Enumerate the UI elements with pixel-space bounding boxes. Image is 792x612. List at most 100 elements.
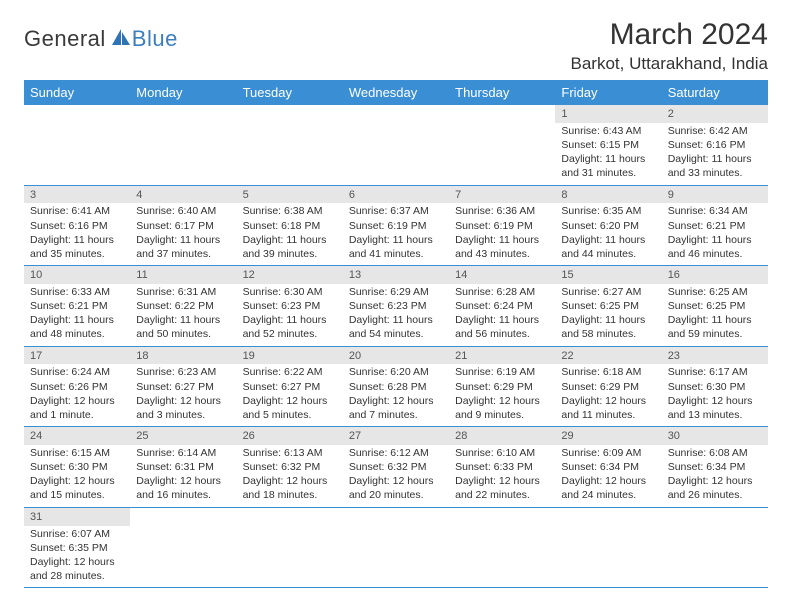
sunrise: Sunrise: 6:20 AM	[349, 365, 443, 379]
daylight-line2: and 37 minutes.	[136, 247, 230, 261]
sunset: Sunset: 6:30 PM	[668, 380, 762, 394]
sunrise: Sunrise: 6:13 AM	[243, 446, 337, 460]
daylight-line2: and 22 minutes.	[455, 488, 549, 502]
day-number: 13	[343, 266, 449, 284]
sunset: Sunset: 6:27 PM	[243, 380, 337, 394]
day-number: 30	[662, 427, 768, 445]
sunset: Sunset: 6:32 PM	[349, 460, 443, 474]
logo-word1: General	[24, 26, 106, 52]
day-number: 28	[449, 427, 555, 445]
calendar-table: Sunday Monday Tuesday Wednesday Thursday…	[24, 80, 768, 588]
day-detail: Sunrise: 6:31 AMSunset: 6:22 PMDaylight:…	[130, 284, 236, 346]
daylight-line2: and 9 minutes.	[455, 408, 549, 422]
day-detail	[343, 123, 449, 185]
sunrise: Sunrise: 6:25 AM	[668, 285, 762, 299]
sunrise: Sunrise: 6:40 AM	[136, 204, 230, 218]
day-number: 17	[24, 346, 130, 364]
daylight-line1: Daylight: 11 hours	[349, 233, 443, 247]
title-block: March 2024 Barkot, Uttarakhand, India	[570, 18, 768, 74]
day-detail	[24, 123, 130, 185]
sunrise: Sunrise: 6:37 AM	[349, 204, 443, 218]
dayname: Wednesday	[343, 80, 449, 105]
daylight-line1: Daylight: 12 hours	[30, 555, 124, 569]
header: General Blue March 2024 Barkot, Uttarakh…	[24, 18, 768, 74]
day-detail: Sunrise: 6:07 AMSunset: 6:35 PMDaylight:…	[24, 526, 130, 588]
day-number: 3	[24, 185, 130, 203]
day-number: 10	[24, 266, 130, 284]
day-detail	[449, 123, 555, 185]
sunset: Sunset: 6:27 PM	[136, 380, 230, 394]
day-detail: Sunrise: 6:43 AMSunset: 6:15 PMDaylight:…	[555, 123, 661, 185]
daylight-line2: and 46 minutes.	[668, 247, 762, 261]
day-number	[449, 507, 555, 525]
daylight-line2: and 41 minutes.	[349, 247, 443, 261]
sunrise: Sunrise: 6:15 AM	[30, 446, 124, 460]
sunset: Sunset: 6:16 PM	[668, 138, 762, 152]
daylight-line1: Daylight: 12 hours	[30, 394, 124, 408]
day-detail: Sunrise: 6:17 AMSunset: 6:30 PMDaylight:…	[662, 364, 768, 426]
daylight-line2: and 16 minutes.	[136, 488, 230, 502]
day-number	[449, 105, 555, 123]
daylight-line1: Daylight: 12 hours	[136, 474, 230, 488]
day-number: 7	[449, 185, 555, 203]
day-number: 15	[555, 266, 661, 284]
sunrise: Sunrise: 6:28 AM	[455, 285, 549, 299]
sunset: Sunset: 6:21 PM	[668, 219, 762, 233]
day-detail: Sunrise: 6:15 AMSunset: 6:30 PMDaylight:…	[24, 445, 130, 507]
sunset: Sunset: 6:23 PM	[349, 299, 443, 313]
day-number	[555, 507, 661, 525]
day-detail: Sunrise: 6:20 AMSunset: 6:28 PMDaylight:…	[343, 364, 449, 426]
sunset: Sunset: 6:34 PM	[668, 460, 762, 474]
day-number: 20	[343, 346, 449, 364]
logo: General Blue	[24, 18, 178, 52]
daylight-line1: Daylight: 11 hours	[30, 233, 124, 247]
sunset: Sunset: 6:19 PM	[455, 219, 549, 233]
daylight-line2: and 13 minutes.	[668, 408, 762, 422]
daylight-line1: Daylight: 12 hours	[243, 394, 337, 408]
day-detail: Sunrise: 6:27 AMSunset: 6:25 PMDaylight:…	[555, 284, 661, 346]
day-detail: Sunrise: 6:30 AMSunset: 6:23 PMDaylight:…	[237, 284, 343, 346]
day-detail: Sunrise: 6:41 AMSunset: 6:16 PMDaylight:…	[24, 203, 130, 265]
location: Barkot, Uttarakhand, India	[570, 54, 768, 74]
daylight-line2: and 50 minutes.	[136, 327, 230, 341]
calendar-page: General Blue March 2024 Barkot, Uttarakh…	[0, 0, 792, 606]
sail-icon	[110, 27, 132, 52]
daylight-line2: and 15 minutes.	[30, 488, 124, 502]
day-detail	[130, 526, 236, 588]
dayname: Tuesday	[237, 80, 343, 105]
sunrise: Sunrise: 6:23 AM	[136, 365, 230, 379]
daynum-row: 3456789	[24, 185, 768, 203]
daylight-line1: Daylight: 11 hours	[561, 233, 655, 247]
day-number	[130, 105, 236, 123]
day-detail: Sunrise: 6:12 AMSunset: 6:32 PMDaylight:…	[343, 445, 449, 507]
day-number: 4	[130, 185, 236, 203]
daylight-line2: and 1 minute.	[30, 408, 124, 422]
daylight-line1: Daylight: 11 hours	[136, 233, 230, 247]
sunrise: Sunrise: 6:35 AM	[561, 204, 655, 218]
sunset: Sunset: 6:31 PM	[136, 460, 230, 474]
daynum-row: 17181920212223	[24, 346, 768, 364]
calendar-body: 12Sunrise: 6:43 AMSunset: 6:15 PMDayligh…	[24, 105, 768, 588]
sunset: Sunset: 6:21 PM	[30, 299, 124, 313]
daylight-line1: Daylight: 11 hours	[668, 313, 762, 327]
sunrise: Sunrise: 6:31 AM	[136, 285, 230, 299]
day-detail: Sunrise: 6:42 AMSunset: 6:16 PMDaylight:…	[662, 123, 768, 185]
day-detail: Sunrise: 6:38 AMSunset: 6:18 PMDaylight:…	[237, 203, 343, 265]
daylight-line2: and 54 minutes.	[349, 327, 443, 341]
detail-row: Sunrise: 6:41 AMSunset: 6:16 PMDaylight:…	[24, 203, 768, 265]
day-number: 24	[24, 427, 130, 445]
logo-word2: Blue	[132, 26, 178, 52]
day-number: 6	[343, 185, 449, 203]
day-detail: Sunrise: 6:19 AMSunset: 6:29 PMDaylight:…	[449, 364, 555, 426]
detail-row: Sunrise: 6:07 AMSunset: 6:35 PMDaylight:…	[24, 526, 768, 588]
sunset: Sunset: 6:18 PM	[243, 219, 337, 233]
day-number: 16	[662, 266, 768, 284]
daylight-line1: Daylight: 11 hours	[668, 152, 762, 166]
day-detail: Sunrise: 6:34 AMSunset: 6:21 PMDaylight:…	[662, 203, 768, 265]
daylight-line1: Daylight: 11 hours	[561, 313, 655, 327]
sunrise: Sunrise: 6:17 AM	[668, 365, 762, 379]
daynum-row: 31	[24, 507, 768, 525]
dayname: Sunday	[24, 80, 130, 105]
sunset: Sunset: 6:20 PM	[561, 219, 655, 233]
daynum-row: 24252627282930	[24, 427, 768, 445]
